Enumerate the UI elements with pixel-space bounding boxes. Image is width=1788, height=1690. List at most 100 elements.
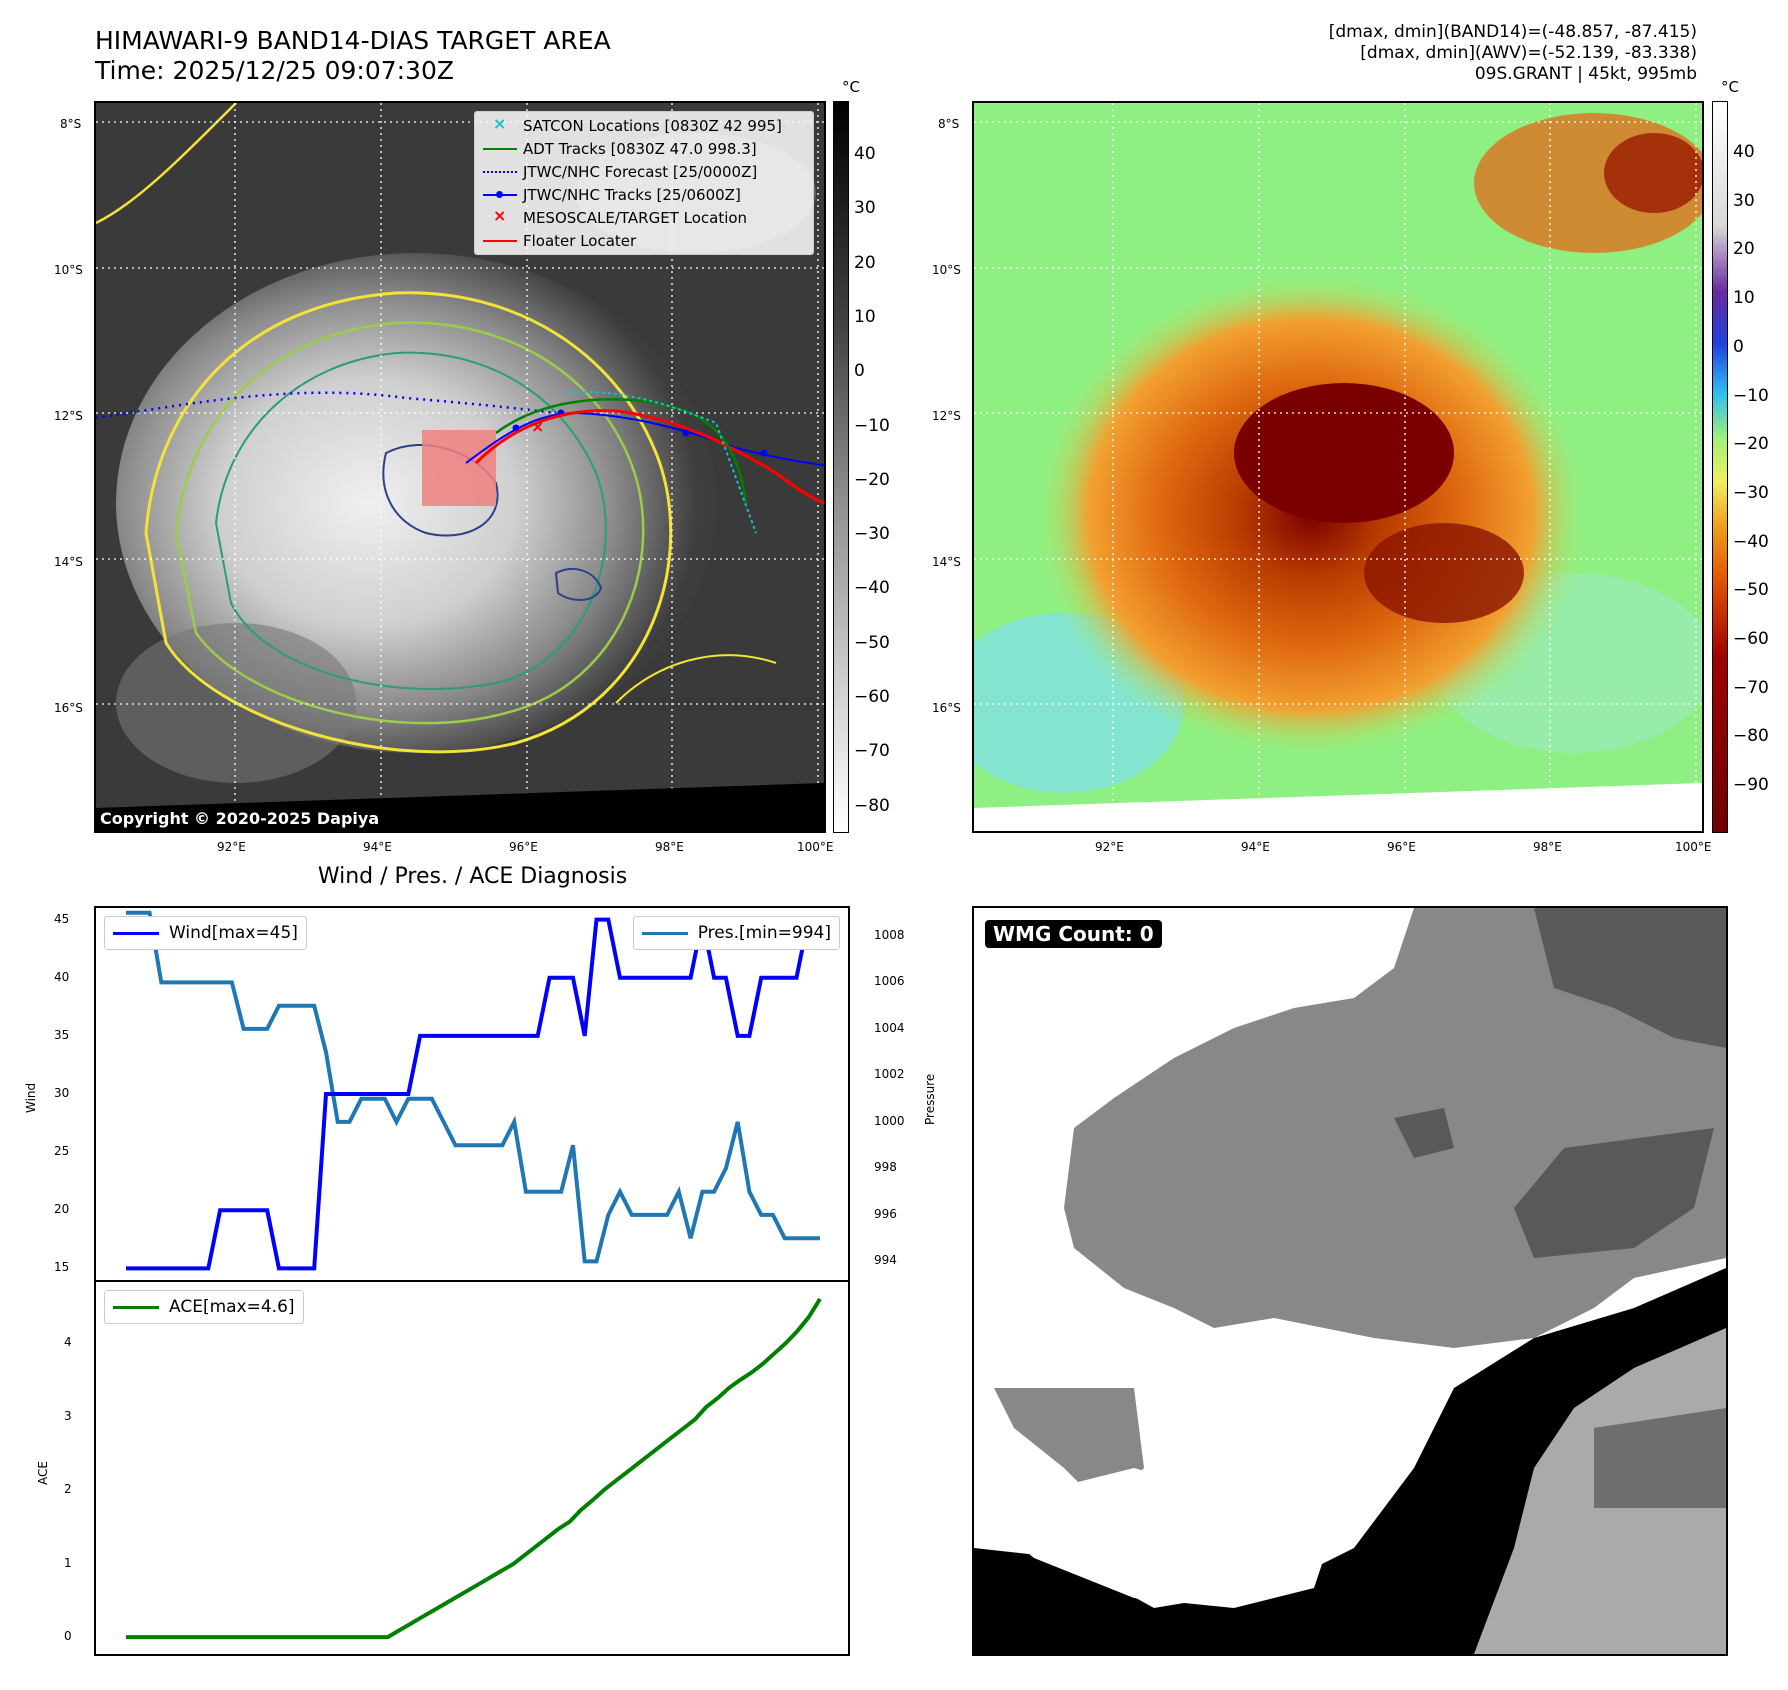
pressure-tick-6: 996	[874, 1206, 897, 1221]
pres-legend-swatch	[641, 931, 688, 935]
ace-legend: ACE[max=4.6]	[104, 1290, 304, 1324]
wind-tick-5: 20	[54, 1202, 70, 1217]
lon-label-96e: 96°E	[509, 840, 538, 854]
pressure-axis-label: Pressure	[923, 1073, 937, 1125]
contour-teal	[214, 351, 607, 691]
color-colorbar-tick-5: −10	[1733, 385, 1769, 406]
lon-label-96e-right: 96°E	[1387, 840, 1416, 854]
wind-legend: Wind[max=45]	[104, 916, 307, 950]
gray-colorbar-unit: °C	[842, 78, 860, 96]
floater-track	[474, 409, 824, 505]
color-colorbar-tick-6: −20	[1733, 434, 1769, 455]
lat-label-10s: 10°S	[54, 263, 83, 277]
gray-colorbar-tick-5: −10	[854, 415, 890, 436]
target-box	[422, 430, 496, 506]
color-colorbar-tick-0: 40	[1733, 142, 1755, 162]
ace-tick-2: 2	[64, 1482, 72, 1497]
wmg-dark-region-ne	[1534, 908, 1726, 1048]
color-ir-map	[974, 103, 1702, 831]
lon-label-92e: 92°E	[217, 840, 246, 854]
legend-adt-label: ADT Tracks [0830Z 47.0 998.3]	[523, 139, 757, 158]
gray-colorbar-tick-1: 30	[854, 198, 876, 219]
color-colorbar-tick-8: −40	[1733, 531, 1769, 552]
contour-lightgreen	[174, 321, 645, 725]
wmg-map	[974, 908, 1726, 1654]
cold-tops-ne	[1604, 133, 1702, 213]
gray-colorbar-tick-2: 20	[854, 252, 876, 273]
gray-colorbar-tick-6: −20	[854, 469, 890, 490]
ace-legend-label: ACE[max=4.6]	[169, 1297, 295, 1317]
legend-satcon-label: SATCON Locations [0830Z 42 995]	[523, 116, 782, 135]
awv-range: [dmax, dmin](AWV)=(-52.139, -83.338)	[1360, 43, 1697, 63]
gray-colorbar	[833, 101, 849, 833]
lon-label-100e: 100°E	[797, 840, 834, 854]
gray-colorbar-tick-11: −70	[854, 741, 890, 762]
wmg-panel	[972, 906, 1728, 1656]
wind-axis-label: Wind	[24, 1082, 38, 1113]
wind-legend-label: Wind[max=45]	[169, 923, 298, 943]
lat-label-16s: 16°S	[54, 701, 83, 715]
ace-panel: ACE[max=4.6]	[94, 1280, 850, 1656]
lat-label-8s: 8°S	[60, 117, 82, 131]
wind-tick-3: 30	[54, 1086, 70, 1100]
legend-forecast-label: JTWC/NHC Forecast [25/0000Z]	[523, 162, 758, 181]
gray-colorbar-tick-0: 40	[854, 144, 876, 164]
pres-legend: Pres.[min=994]	[632, 916, 840, 950]
color-ir-panel	[972, 101, 1704, 833]
wind-tick-6: 15	[54, 1260, 70, 1275]
gray-colorbar-tick-10: −60	[854, 687, 890, 707]
legend-jtwc-label: JTWC/NHC Tracks [25/0600Z]	[523, 185, 741, 204]
legend-floater: Floater Locater	[479, 229, 809, 252]
storm-info: 09S.GRANT | 45kt, 995mb	[1474, 64, 1697, 84]
legend-satcon: × SATCON Locations [0830Z 42 995]	[493, 114, 782, 135]
storm-core	[1234, 383, 1454, 523]
ir-map-panel: × × SATCON Locations [0830Z 42 995] ADT …	[94, 101, 826, 833]
wind-tick-2: 35	[54, 1027, 70, 1042]
legend-target: × MESOSCALE/TARGET Location	[493, 206, 748, 227]
color-colorbar-tick-4: 0	[1733, 336, 1744, 357]
pressure-tick-0: 1008	[874, 927, 905, 942]
ace-axis-label: ACE	[36, 1461, 50, 1485]
wind-tick-0: 45	[54, 911, 70, 926]
map-edge-mask	[96, 783, 824, 831]
legend-forecast: JTWC/NHC Forecast [25/0000Z]	[479, 160, 809, 183]
legend-floater-label: Floater Locater	[523, 231, 637, 250]
gray-colorbar-tick-9: −50	[854, 632, 890, 653]
gray-colorbar-tick-7: −30	[854, 524, 890, 545]
color-colorbar	[1712, 101, 1728, 833]
lat-label-12s-right: 12°S	[932, 409, 961, 423]
pressure-tick-4: 1000	[874, 1113, 905, 1128]
wind-pres-chart	[126, 910, 820, 1271]
color-colorbar-tick-11: −70	[1733, 677, 1769, 698]
lon-label-94e-right: 94°E	[1241, 840, 1270, 854]
contour-yellow-nw	[96, 103, 237, 225]
lat-label-10s-right: 10°S	[932, 263, 961, 277]
contour-yellow	[144, 291, 673, 754]
lon-label-94e: 94°E	[363, 840, 392, 854]
contour-navy-2	[554, 568, 603, 601]
jtwc-track	[465, 411, 824, 466]
wind-tick-1: 40	[54, 969, 70, 984]
color-colorbar-tick-3: 10	[1733, 288, 1755, 309]
wind-legend-swatch	[113, 931, 159, 935]
color-colorbar-tick-1: 30	[1733, 190, 1755, 211]
lon-label-92e-right: 92°E	[1095, 840, 1124, 854]
lat-label-16s-right: 16°S	[932, 701, 961, 715]
wmg-white-patch	[974, 1468, 1334, 1608]
wmg-dark-region	[1514, 1128, 1714, 1258]
storm-band-core	[1364, 523, 1524, 623]
wmg-count-label: WMG Count: 0	[985, 920, 1162, 948]
pressure-tick-1: 1006	[874, 974, 905, 989]
pres-legend-label: Pres.[min=994]	[697, 923, 831, 943]
ace-tick-3: 1	[64, 1555, 72, 1570]
wind-pres-panel: Wind[max=45] Pres.[min=994]	[94, 906, 850, 1282]
color-colorbar-tick-2: 20	[1733, 239, 1755, 260]
lat-label-14s: 14°S	[54, 555, 83, 569]
contour-yellow-se	[615, 654, 777, 704]
color-colorbar-tick-10: −60	[1733, 629, 1769, 649]
lon-label-98e-right: 98°E	[1533, 840, 1562, 854]
band14-range: [dmax, dmin](BAND14)=(-48.857, -87.415)	[1328, 22, 1697, 42]
color-colorbar-tick-13: −90	[1733, 775, 1769, 796]
wmg-mid-region	[1594, 1408, 1726, 1508]
ace-tick-0: 4	[64, 1335, 72, 1350]
